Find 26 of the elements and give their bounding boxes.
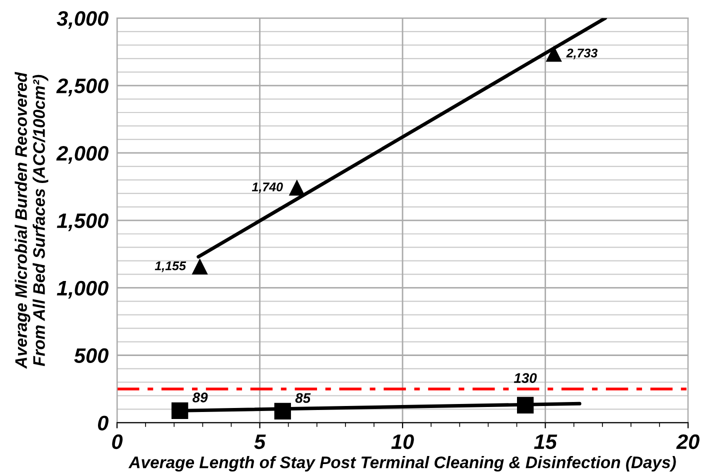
y-tick-label: 3,000 — [56, 11, 108, 29]
data-label: 1,740 — [252, 182, 283, 194]
y-tick-label: 2,500 — [56, 78, 108, 96]
x-tick-label: 10 — [391, 434, 414, 450]
data-label: 85 — [295, 393, 311, 403]
x-axis-title: Average Length of Stay Post Terminal Cleaning & Disinfection (Days) — [128, 456, 676, 472]
point — [274, 402, 291, 420]
point — [172, 402, 188, 420]
x-tick-label: 15 — [534, 434, 558, 450]
y-tick-label: 0 — [98, 416, 108, 430]
point — [192, 259, 208, 275]
x-tick-label: 0 — [112, 434, 123, 450]
point — [289, 180, 305, 196]
y-tick-label: 1,000 — [56, 280, 108, 299]
data-label: 1,155 — [154, 262, 186, 272]
y-tick-label: 2,000 — [56, 146, 108, 164]
y-tick-label: 1,500 — [56, 213, 108, 232]
point — [516, 396, 534, 414]
x-tick-label: 5 — [254, 434, 266, 450]
y-tick-label: 500 — [74, 348, 108, 364]
data-label: 130 — [514, 373, 537, 383]
point — [546, 46, 562, 62]
y-axis-title: Average Microbial Burden Recovered From All Bed Surfaces (ACC/100cm²) — [14, 72, 48, 369]
data-label: 2,733 — [566, 48, 598, 60]
data-label: 89 — [192, 392, 208, 402]
x-tick-label: 20 — [676, 434, 700, 450]
